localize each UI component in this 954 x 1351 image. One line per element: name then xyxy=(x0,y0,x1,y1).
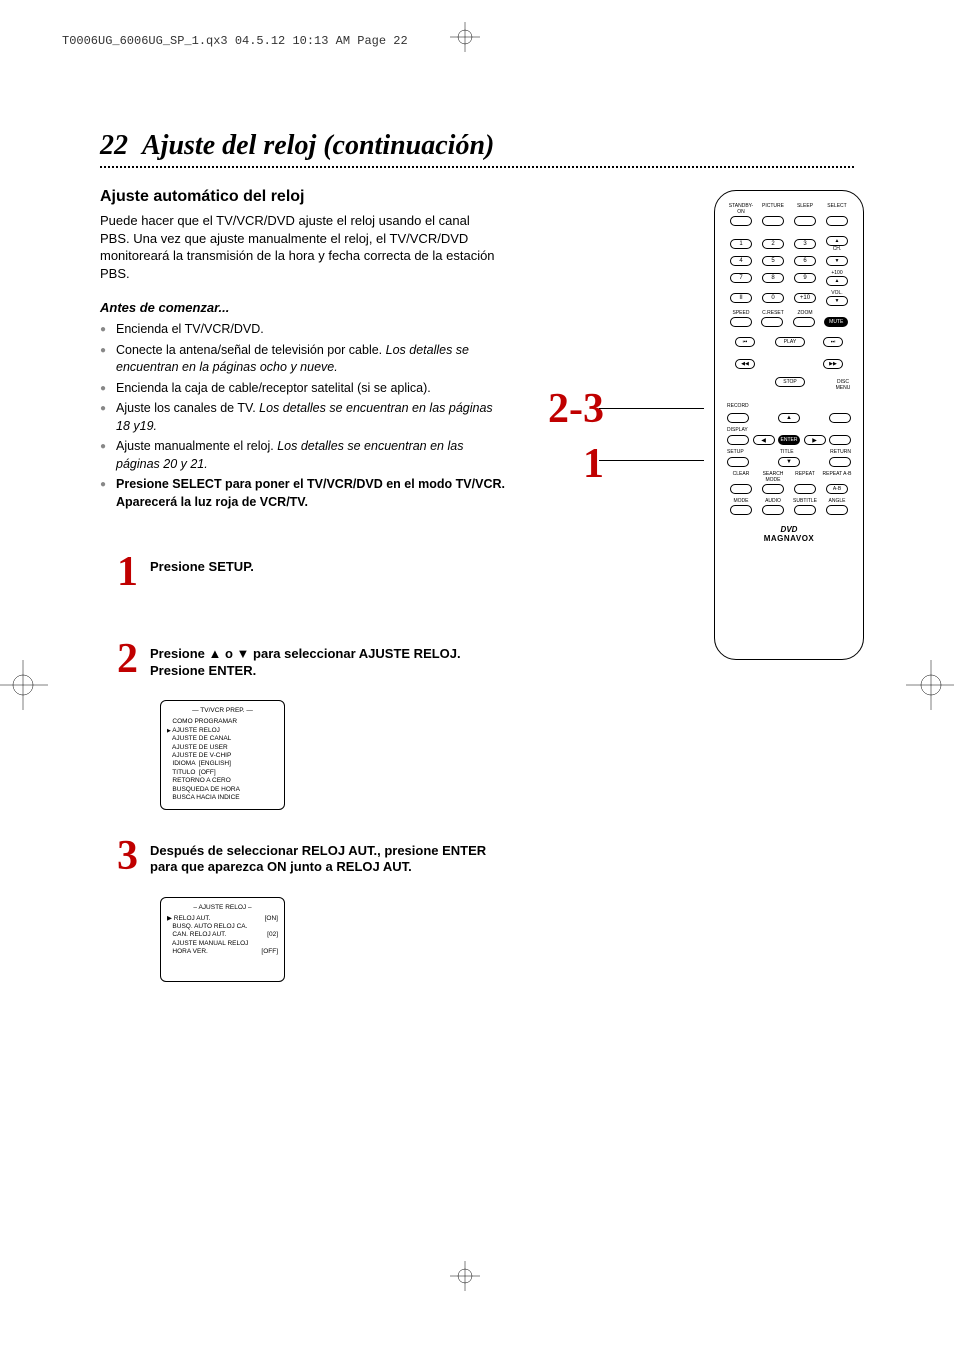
remote-numpad: 123▲CH.456▼789+100▲II0+10VOL.▼ xyxy=(725,236,853,306)
ff-button[interactable]: ▶▶ xyxy=(823,359,843,369)
standby-button[interactable] xyxy=(730,216,752,226)
stop-button[interactable]: STOP xyxy=(775,377,805,387)
mode-button[interactable] xyxy=(730,505,752,515)
crop-mark-left xyxy=(0,660,48,710)
remote-logo: DVD MAGNAVOX xyxy=(725,525,853,543)
num-4-button[interactable]: 4 xyxy=(730,256,752,266)
disc-menu-button[interactable] xyxy=(829,413,851,423)
num-5-button[interactable]: 5 xyxy=(762,256,784,266)
crop-mark-top xyxy=(450,22,480,52)
creset-button[interactable] xyxy=(761,317,783,327)
step-number: 3 xyxy=(100,835,150,877)
bullet-item: Encienda la caja de cable/receptor satel… xyxy=(100,380,510,398)
bullet-item: Conecte la antena/señal de televisión po… xyxy=(100,342,510,377)
step-1: 1 Presione SETUP. xyxy=(100,551,500,593)
setup-label: SETUP xyxy=(727,449,744,455)
remote-top-row xyxy=(725,216,853,226)
step-text: Presione ▲ o ▼ para seleccionar AJUSTE R… xyxy=(150,638,500,680)
remote-transport: ⏮ PLAY ⏭ xyxy=(725,337,853,357)
remote-speed-row: MUTE xyxy=(725,317,853,327)
callout-line xyxy=(599,460,704,461)
ch-down-button[interactable]: ▼ xyxy=(826,256,848,266)
remote-illustration: STANDBY-ONPICTURESLEEPSELECT 123▲CH.456▼… xyxy=(714,190,864,660)
nav-up-button[interactable]: ▲ xyxy=(778,413,800,423)
remote-transport: ◀◀ ▶▶ xyxy=(725,359,853,379)
remote-label-row: CLEARSEARCH MODEREPEATREPEAT A-B xyxy=(725,471,853,483)
subtitle-button[interactable] xyxy=(794,505,816,515)
display-label: DISPLAY xyxy=(727,427,748,433)
remote-label-row: STANDBY-ONPICTURESLEEPSELECT xyxy=(725,203,853,215)
speed-button[interactable] xyxy=(730,317,752,327)
zoom-button[interactable] xyxy=(793,317,815,327)
step-3: 3 Después de seleccionar RELOJ AUT., pre… xyxy=(100,835,500,877)
record-button[interactable] xyxy=(727,413,749,423)
num-6-button[interactable]: 6 xyxy=(794,256,816,266)
num-8-button[interactable]: 8 xyxy=(762,273,784,283)
bullet-item: Ajuste los canales de TV. Los detalles s… xyxy=(100,400,510,435)
crop-mark-bottom xyxy=(450,1261,480,1291)
step-text: Después de seleccionar RELOJ AUT., presi… xyxy=(150,835,500,877)
num-7-button[interactable]: 7 xyxy=(730,273,752,283)
blank-button[interactable] xyxy=(829,435,851,445)
callout-number-1: 1 xyxy=(583,440,604,488)
nav-right-button[interactable]: ▶ xyxy=(804,435,826,445)
return-label: RETURN xyxy=(830,449,851,455)
bullet-list: Encienda el TV/VCR/DVD. Conecte la anten… xyxy=(100,321,510,511)
num-3-button[interactable]: 3 xyxy=(794,239,816,249)
return-button[interactable] xyxy=(829,457,851,467)
step-number: 2 xyxy=(100,638,150,680)
remote-transport: STOP DISC MENU xyxy=(725,381,853,401)
setup-button[interactable] xyxy=(727,457,749,467)
num-1-button[interactable]: 1 xyxy=(730,239,752,249)
page-print-header: T0006UG_6006UG_SP_1.qx3 04.5.12 10:13 AM… xyxy=(62,34,408,48)
step-number: 1 xyxy=(100,551,150,593)
remote-label-row: SPEEDC.RESETZOOM xyxy=(725,310,853,316)
sleep-button[interactable] xyxy=(794,216,816,226)
next-button[interactable]: ⏭ xyxy=(823,337,843,347)
title-label: TITLE xyxy=(780,449,794,455)
repeat-ab-button[interactable]: A-B xyxy=(826,484,848,494)
angle-button[interactable] xyxy=(826,505,848,515)
callout-line xyxy=(599,408,704,409)
picture-button[interactable] xyxy=(762,216,784,226)
audio-button[interactable] xyxy=(762,505,784,515)
bullet-item: Presione SELECT para poner el TV/VCR/DVD… xyxy=(100,476,510,511)
num-II-button[interactable]: II xyxy=(730,293,752,303)
ch-up-button[interactable]: ▲ xyxy=(826,236,848,246)
title-divider xyxy=(100,166,854,168)
nav-left-button[interactable]: ◀ xyxy=(753,435,775,445)
callout-number-23: 2-3 xyxy=(548,385,604,433)
vol-down-button[interactable]: ▼ xyxy=(826,296,848,306)
rew-button[interactable]: ◀◀ xyxy=(735,359,755,369)
clear-button[interactable] xyxy=(730,484,752,494)
prev-button[interactable]: ⏮ xyxy=(735,337,755,347)
step-2: 2 Presione ▲ o ▼ para seleccionar AJUSTE… xyxy=(100,638,500,680)
crop-mark-right xyxy=(906,660,954,710)
bullet-item: Encienda el TV/VCR/DVD. xyxy=(100,321,510,339)
intro-text: Puede hacer que el TV/VCR/DVD ajuste el … xyxy=(100,212,500,282)
num-2-button[interactable]: 2 xyxy=(762,239,784,249)
repeat-button[interactable] xyxy=(794,484,816,494)
mute-button[interactable]: MUTE xyxy=(824,317,848,327)
search-mode-button[interactable] xyxy=(762,484,784,494)
num-0-button[interactable]: 0 xyxy=(762,293,784,303)
vol-up-button[interactable]: ▲ xyxy=(826,276,848,286)
display-button[interactable] xyxy=(727,435,749,445)
num-9-button[interactable]: 9 xyxy=(794,273,816,283)
disc-menu-label: DISC MENU xyxy=(833,379,853,391)
remote-label-row: MODEAUDIOSUBTITLEANGLE xyxy=(725,498,853,504)
bullet-item: Ajuste manualmente el reloj. Los detalle… xyxy=(100,438,510,473)
num-+10-button[interactable]: +10 xyxy=(794,293,816,303)
select-button[interactable] xyxy=(826,216,848,226)
osd-menu-reloj: – AJUSTE RELOJ –▶ RELOJ AUT.[ON] BUSQ. A… xyxy=(160,897,285,982)
osd-menu-prep: — TV/VCR PREP. — COMO PROGRAMARAJUSTE RE… xyxy=(160,700,285,809)
record-label: RECORD xyxy=(727,403,749,409)
play-button[interactable]: PLAY xyxy=(775,337,805,347)
enter-button[interactable]: ENTER xyxy=(778,435,800,445)
nav-down-button[interactable]: ▼ xyxy=(778,457,800,467)
page-title: 22 Ajuste del reloj (continuación) xyxy=(100,130,854,162)
step-text: Presione SETUP. xyxy=(150,551,254,576)
